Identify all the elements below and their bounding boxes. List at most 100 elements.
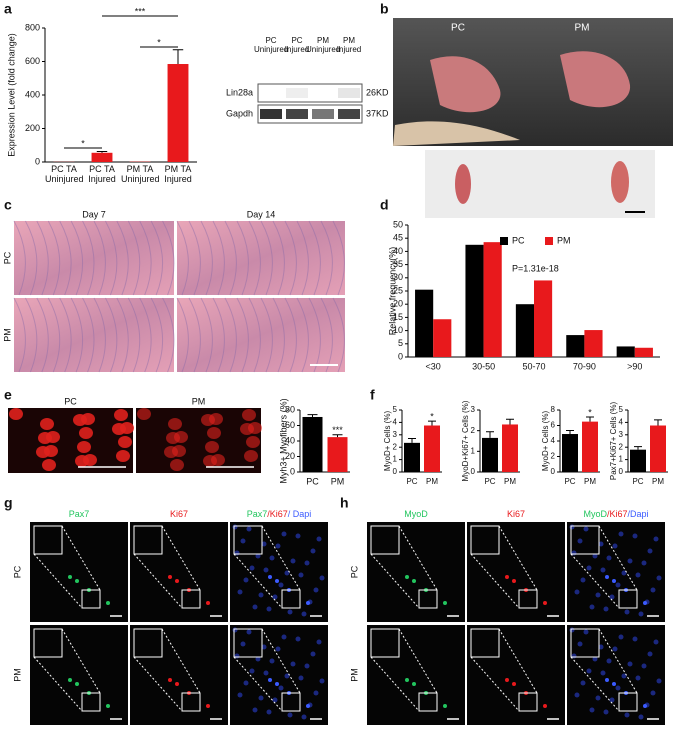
tissue [176,297,189,373]
nucleus [272,594,278,600]
nucleus [266,709,272,715]
nucleus [618,531,624,537]
nucleus [258,695,264,701]
tissue [104,297,118,373]
fluor-image [130,625,228,725]
cell [605,575,609,579]
fiber [42,459,56,471]
tissue [260,297,273,373]
nucleus [284,673,290,679]
x-tick-label: PM [426,477,438,486]
zoom-box [618,589,638,609]
tissue [296,297,309,373]
label-part: Pax7 [69,509,90,519]
nucleus [577,538,583,544]
x-tick-label: PM [652,477,664,486]
inset [570,525,600,555]
nucleus [656,575,662,581]
nucleus [237,589,243,595]
x-tick-label: PC [406,477,417,486]
cell [505,678,509,682]
zoom-box [418,589,438,609]
bar [630,449,646,472]
fiber [164,446,178,458]
inset [370,628,400,658]
panel-letter: d [380,197,389,213]
muscle [455,164,471,204]
column-label: Day 7 [82,209,106,219]
nucleus [632,533,638,539]
label-part: /Ki67 [607,509,628,519]
nucleus [621,570,627,576]
nucleus [595,695,601,701]
blot-band [338,88,360,98]
zoom-lines [470,525,538,609]
y-tick-label: 3 [619,430,624,439]
nucleus [278,685,284,691]
error-bar [96,150,108,153]
nucleus [295,533,301,539]
error-bar [566,430,574,435]
cell [268,678,272,682]
fiber [9,408,23,420]
tissue [162,220,175,296]
fiber [36,446,50,458]
nucleus [313,587,319,593]
x-tick-label: PM TA Uninjured [121,164,159,184]
nucleus [615,582,621,588]
tissue [212,220,225,296]
y-tick-label: 35 [393,259,403,269]
x-tick-label: PC [484,477,495,486]
tissue [82,220,95,296]
nucleus [603,709,609,715]
y-tick-label: 20 [393,299,403,309]
y-tick-label: 25 [393,285,403,295]
y-tick-label: 0 [619,467,624,476]
y-tick-label: 4 [393,418,398,427]
x-tick-label: 30-50 [472,361,495,371]
tissue [139,297,152,373]
x-tick-label: PC TA Injured [88,164,116,184]
fiber [244,450,258,462]
tissue [236,297,249,373]
lane-label: PC Injured [284,36,310,54]
x-tick-label: <30 [426,361,441,371]
y-axis-label: Expression Level (fold change) [6,33,16,157]
nucleus [650,587,656,593]
cell [612,682,616,686]
y-tick-label: 200 [25,123,40,133]
nucleus [255,656,261,662]
cell [412,682,416,686]
nucleus [606,555,612,561]
nucleus [618,634,624,640]
nucleus [295,636,301,642]
fiber [79,427,93,439]
x-tick-label: >90 [627,361,642,371]
bar [562,434,578,472]
cell [512,579,516,583]
inset [370,525,400,555]
y-tick-label: 3 [471,405,476,414]
label-part: /Dapi [628,509,649,519]
bar [167,64,189,162]
error-bar [586,416,594,422]
lane-label-box: PM Injured [337,36,361,54]
cell [405,678,409,682]
histology-image [14,298,174,372]
tissue [13,297,26,373]
nucleus [635,572,641,578]
error-bar [506,418,514,425]
row-label: PM [12,668,22,682]
fluor-image [367,522,465,622]
bar [616,346,635,357]
bar [566,335,585,357]
bar [327,437,348,472]
nucleus [319,575,325,581]
nucleus [243,680,249,686]
nucleus [583,629,589,635]
fiber [170,459,184,471]
cell [605,678,609,682]
column-label: Day 14 [247,209,276,219]
nucleus [281,531,287,537]
